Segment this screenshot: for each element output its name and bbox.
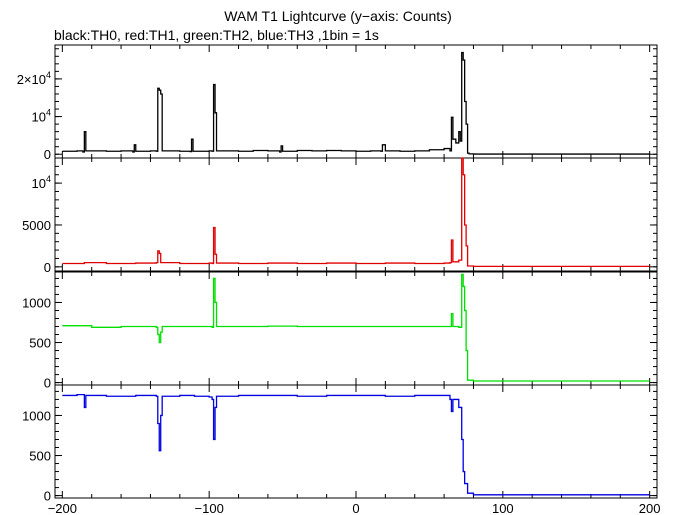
- series-line-th1: [62, 157, 650, 268]
- y-tick-label: 500: [29, 336, 51, 351]
- series-line-th3: [62, 393, 650, 496]
- panel-frame-th2: [54, 271, 658, 386]
- chart-title: WAM T1 Lightcurve (y−axis: Counts): [224, 8, 452, 24]
- y-tick-label: 0: [44, 260, 51, 275]
- series-line-th2: [62, 273, 650, 382]
- x-tick-label: −100: [195, 501, 224, 515]
- y-tick-label: 0: [44, 147, 51, 162]
- y-tick-label: 0: [44, 489, 51, 504]
- panel-frame-th0: [54, 44, 658, 159]
- y-tick-label: 2×104: [17, 70, 51, 87]
- series-line-th0: [62, 51, 650, 155]
- x-tick-label: 0: [352, 501, 359, 515]
- y-tick-label: 1000: [22, 408, 51, 423]
- y-tick-label: 500: [29, 449, 51, 464]
- chart-subtitle: black:TH0, red:TH1, green:TH2, blue:TH3 …: [54, 27, 379, 43]
- panel-frame-th3: [54, 384, 658, 499]
- y-tick-label: 104: [32, 174, 51, 191]
- y-tick-label: 5000: [22, 218, 51, 233]
- y-tick-label: 104: [32, 108, 51, 125]
- x-tick-label: −200: [48, 501, 77, 515]
- panel-frame-th1: [54, 157, 658, 272]
- x-tick-label: 100: [492, 501, 514, 515]
- y-tick-label: 0: [44, 376, 51, 391]
- y-tick-label: 1000: [22, 295, 51, 310]
- x-tick-label: 200: [639, 501, 661, 515]
